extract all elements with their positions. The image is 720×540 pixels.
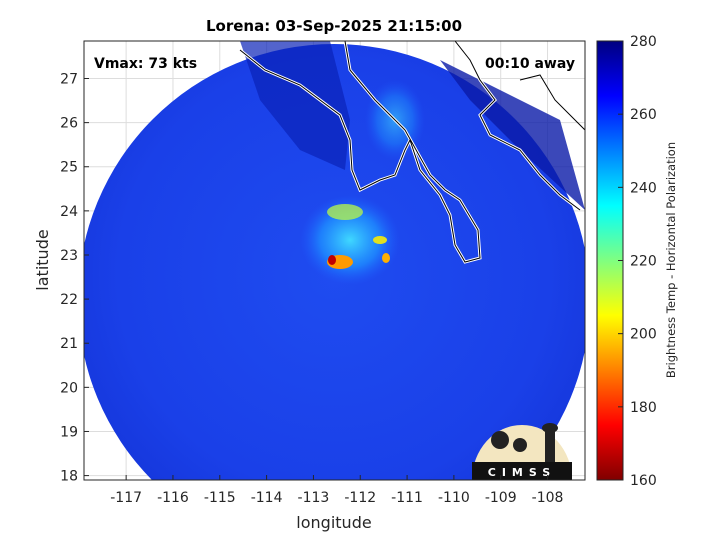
upper-right-dark-region xyxy=(440,60,585,210)
x-tick-label: -110 xyxy=(438,490,470,506)
y-tick-label: 26 xyxy=(60,116,78,132)
colorbar-ticks: 160 180 200 220 240 260 280 xyxy=(618,34,657,489)
svg-text:CIMSS: CIMSS xyxy=(488,466,556,479)
axes-frame xyxy=(83,40,586,481)
y-tick-label: 27 xyxy=(60,72,78,88)
storm-cloud xyxy=(300,195,400,285)
x-tick-label: -115 xyxy=(204,490,236,506)
coastline-outside xyxy=(519,74,585,131)
storm-spot xyxy=(373,236,387,244)
y-axis-label: latitude xyxy=(33,229,52,290)
x-tick-label: -117 xyxy=(110,490,142,506)
time-offset-label: 00:10 away xyxy=(485,56,575,72)
colorbar-tick-label: 160 xyxy=(630,473,657,489)
y-tick-label: 25 xyxy=(60,160,78,176)
x-ticks: -117 -116 -115 -114 -113 -112 -111 -110 -109 -108 xyxy=(110,475,563,506)
x-tick-label: -112 xyxy=(344,490,376,506)
y-tick-label: 18 xyxy=(60,469,78,485)
x-tick-label: -114 xyxy=(251,490,283,506)
vmax-label: Vmax: 73 kts xyxy=(94,56,197,72)
y-ticks: 18 19 20 21 22 23 24 25 26 27 xyxy=(60,72,89,485)
colorbar-tick-label: 260 xyxy=(630,107,657,123)
colorbar-label: Brightness Temp - Horizontal Polarizatio… xyxy=(664,142,678,378)
x-tick-label: -108 xyxy=(532,490,564,506)
y-tick-label: 21 xyxy=(60,336,78,352)
colorbar-tick-label: 180 xyxy=(630,400,657,416)
colorbar-tick-label: 240 xyxy=(630,180,657,196)
x-tick-label: -116 xyxy=(157,490,189,506)
cimss-logo: CIMSS xyxy=(472,423,572,480)
x-tick-label: -109 xyxy=(485,490,517,506)
y-tick-label: 23 xyxy=(60,248,78,264)
y-tick-label: 24 xyxy=(60,204,78,220)
upper-left-dark-region xyxy=(240,41,350,170)
colorbar-tick-label: 200 xyxy=(630,327,657,343)
chart-title: Lorena: 03-Sep-2025 21:15:00 xyxy=(206,17,462,35)
y-tick-label: 20 xyxy=(60,380,78,396)
y-tick-label: 19 xyxy=(60,424,78,440)
satellite-image xyxy=(84,41,585,480)
storm-outer xyxy=(327,204,363,220)
y-tick-label: 22 xyxy=(60,292,78,308)
colorbar-tick-label: 280 xyxy=(630,34,657,50)
x-tick-label: -111 xyxy=(391,490,423,506)
storm-eye xyxy=(328,255,336,265)
x-tick-label: -113 xyxy=(298,490,330,506)
x-axis-label: longitude xyxy=(296,513,371,532)
storm-spot xyxy=(382,253,390,263)
colorbar-tick-label: 220 xyxy=(630,254,657,270)
